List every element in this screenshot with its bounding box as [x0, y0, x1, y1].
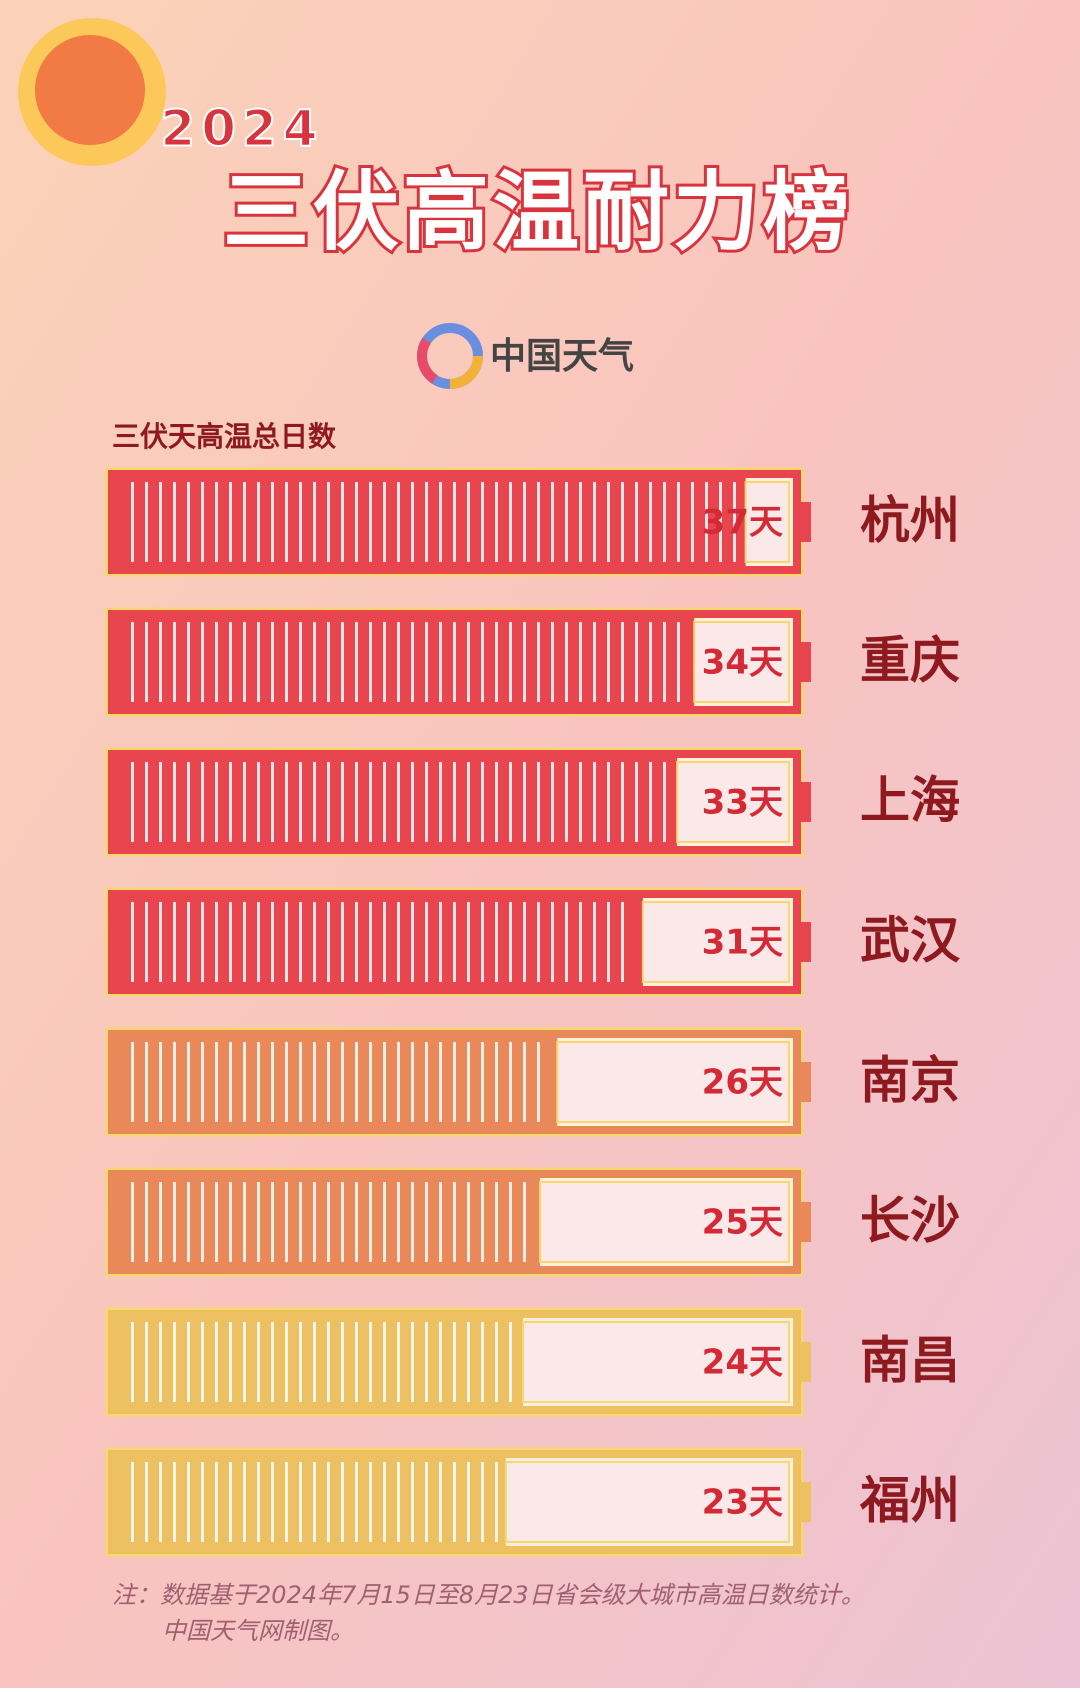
label-box	[556, 1041, 790, 1123]
value-label: 37天	[702, 503, 783, 543]
battery-tip	[801, 502, 811, 542]
value-label: 23天	[702, 1483, 783, 1523]
note: 中国天气网制图。	[162, 1617, 354, 1645]
bar-stripes	[120, 1462, 498, 1542]
note: 注：数据基于2024年7月15日至8月23日省会级大城市高温日数统计。	[112, 1581, 865, 1609]
battery-tip	[801, 1482, 811, 1522]
label-box	[693, 621, 790, 703]
axis-label: 三伏天高温总日数	[112, 420, 337, 453]
value-label: 33天	[702, 783, 783, 823]
category-label: 重庆	[860, 632, 960, 690]
category-label: 武汉	[860, 912, 961, 970]
category-label: 南京	[860, 1052, 960, 1110]
bar-stripes	[120, 902, 635, 982]
title-year: 2024	[160, 100, 323, 158]
bar-stripes	[120, 1322, 515, 1402]
label-box	[539, 1181, 790, 1263]
value-label: 34天	[702, 643, 783, 683]
bar-stripes	[120, 762, 670, 842]
value-label: 24天	[702, 1343, 783, 1383]
category-label: 福州	[859, 1472, 960, 1530]
label-box	[522, 1321, 790, 1403]
value-label: 31天	[702, 923, 783, 963]
battery-tip	[801, 642, 811, 682]
battery-tip	[801, 782, 811, 822]
category-label: 上海	[860, 772, 960, 830]
category-label: 长沙	[860, 1192, 960, 1250]
category-label: 杭州	[860, 492, 960, 550]
label-box	[504, 1461, 790, 1543]
bar-stripes	[120, 482, 738, 562]
bar-stripes	[120, 1042, 550, 1122]
bar-stripes	[120, 622, 687, 702]
battery-tip	[801, 1202, 811, 1242]
battery-tip	[801, 1062, 811, 1102]
label-box	[641, 901, 790, 983]
source: 中国天气	[490, 336, 634, 377]
label-box	[744, 481, 790, 563]
bar-stripes	[120, 1182, 533, 1262]
chart-title: 三伏高温耐力榜	[223, 162, 853, 262]
label-box	[676, 761, 790, 843]
category-label: 南昌	[860, 1332, 960, 1390]
battery-tip	[801, 1342, 811, 1382]
battery-tip	[801, 922, 811, 962]
value-label: 26天	[702, 1063, 783, 1103]
logo	[417, 323, 483, 389]
value-label: 25天	[702, 1203, 783, 1243]
sun	[18, 18, 166, 166]
